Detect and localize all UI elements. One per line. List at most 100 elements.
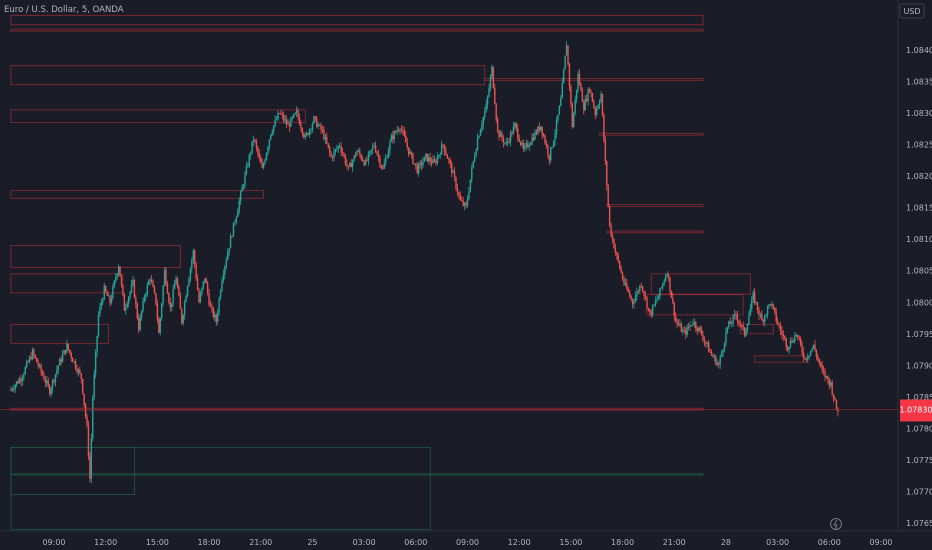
candle-body [712,354,714,358]
candle-body [419,162,421,165]
candle-body [199,293,202,303]
candle-body [129,291,131,298]
candle-body [84,404,87,417]
candle-body [446,154,449,159]
candle-body [518,137,520,142]
x-tick-label: 06:00 [404,538,427,547]
candle-body [654,300,657,305]
candle-body [652,305,654,315]
candle-body [443,144,446,152]
candle-body [311,123,314,130]
candle-body [372,146,374,150]
candle-body [776,320,779,325]
candle-body [759,314,762,316]
candle-body [149,279,151,281]
candle-body [208,292,210,305]
y-tick-label: 1.08050 [906,267,932,276]
candle-body [626,282,628,289]
currency-badge[interactable]: USD [899,3,925,19]
candle-body [420,162,423,166]
candle-body [221,280,223,292]
candle-body [313,116,315,124]
candle-body [73,361,75,363]
candle-body [80,373,82,380]
candle-body [38,365,41,366]
candle-body [624,282,627,285]
candle-body [211,307,213,309]
candle-body [544,136,546,144]
candle-body [532,137,535,140]
candle-body [685,331,687,335]
candle-body [463,203,466,206]
candle-body [738,320,740,323]
candle-body [828,379,831,386]
candle-body [60,359,62,362]
candle-body [258,153,261,158]
candle-body [159,318,161,333]
candle-body [736,315,739,321]
candle-body [360,154,362,160]
candle-body [304,135,306,137]
candle-body [383,163,385,169]
candle-body [598,101,601,106]
supply-zone-11 [650,273,751,295]
candle-body [590,91,592,93]
price-axis[interactable]: 1.08400 1.08350 1.08300 1.08250 1.08200 1.081… [897,0,932,530]
candle-body [301,128,304,134]
candle-body [550,147,552,161]
candle-body [26,361,28,368]
candle-body [512,126,515,134]
candle-body [275,119,278,121]
x-tick-label: 12:00 [508,538,531,547]
quick-trade-icon[interactable] [830,518,842,530]
y-tick-label: 1.08300 [906,109,932,118]
candle-body [382,167,384,169]
candle-body [336,148,338,150]
candle-body [561,82,563,99]
candle-body [179,295,182,309]
candle-body [486,96,489,105]
candle-body [758,309,760,316]
candle-body [515,123,518,129]
y-tick-label: 1.08350 [906,78,932,87]
candle-body [594,107,596,115]
candle-body [662,283,664,288]
candle-body [788,347,790,350]
candle-body [285,119,288,125]
candle-body [140,311,143,318]
candle-body [771,304,773,306]
candle-body [238,200,240,211]
candle-body [499,132,502,137]
candle-body [631,298,634,304]
time-axis[interactable]: 09:00 12:00 15:00 18:00 21:00 25 03:00 06:00 09:… [0,530,932,547]
candle-body [819,362,822,366]
candle-body [585,99,588,101]
candle-body [439,154,441,156]
candle-body [390,135,393,142]
candle-body [496,119,499,131]
candle-body [554,133,556,141]
candle-body [425,153,427,157]
candle-body [611,235,614,240]
candle-body [636,291,638,297]
y-tick-label: 1.07850 [906,393,932,402]
candle-body [815,350,818,357]
candle-body [234,222,236,224]
candle-body [593,101,595,108]
candle-body [48,385,51,395]
candle-body [730,322,733,324]
candle-body [797,334,799,337]
candle-body [667,274,670,277]
candle-body [466,199,469,206]
candle-body [423,156,426,162]
candle-body [746,324,749,331]
candle-body [696,328,698,331]
candle-body [178,287,180,296]
candle-body [591,92,594,102]
candle-body [153,286,156,294]
candle-body [557,114,559,121]
candle-body [344,156,347,164]
candle-body [607,185,609,206]
candle-body [290,117,292,127]
